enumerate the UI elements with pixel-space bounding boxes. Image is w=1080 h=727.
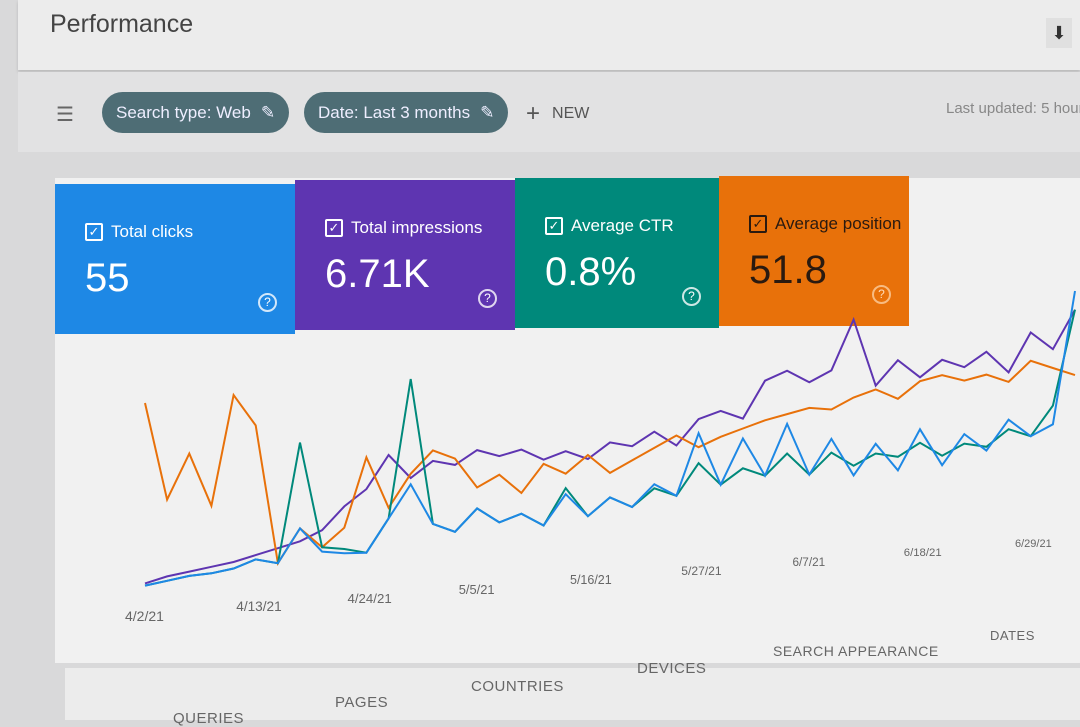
card-average-position[interactable]: ✓ Average position 51.8 ? [719, 176, 909, 326]
card-total-clicks[interactable]: ✓ Total clicks 55 ? [55, 184, 295, 334]
card-value: 0.8% [545, 250, 637, 294]
series-line-average-position [144, 359, 1076, 566]
search-type-chip[interactable]: Search type: Web ✎ [102, 92, 290, 133]
card-value: 51.8 [749, 248, 827, 292]
card-value: 6.71K [325, 252, 430, 296]
x-tick-label: 4/2/21 [125, 608, 164, 624]
performance-chart [144, 290, 1076, 587]
chip-label: Search type: Web [116, 103, 251, 122]
help-icon[interactable]: ? [682, 287, 701, 306]
x-tick-label: 5/27/21 [681, 564, 722, 579]
help-icon[interactable]: ? [258, 293, 277, 312]
performance-panel: ✓ Total clicks 55 ? ✓ Total impressions 6.… [55, 176, 1080, 663]
plus-icon: + [526, 100, 541, 127]
edit-icon: ✎ [260, 103, 276, 122]
new-filter-button[interactable]: + NEW [526, 100, 589, 128]
card-label: Average CTR [571, 216, 674, 235]
download-icon[interactable]: ⬇ [1046, 18, 1072, 48]
tab-pages[interactable]: PAGES [335, 694, 389, 711]
checkbox-icon[interactable]: ✓ [325, 219, 343, 237]
filter-bar: ☰ Search type: Web ✎ Date: Last 3 months ✎… [18, 72, 1080, 152]
filter-icon[interactable]: ☰ [56, 104, 74, 126]
tab-devices[interactable]: DEVICES [637, 660, 707, 677]
tab-countries[interactable]: COUNTRIES [471, 678, 564, 695]
page-title: Performance [50, 10, 194, 38]
card-total-impressions[interactable]: ✓ Total impressions 6.71K ? [295, 180, 515, 330]
series-line-total-clicks [144, 290, 1076, 587]
card-label: Average position [775, 214, 902, 233]
card-label: Total clicks [111, 222, 194, 241]
dimension-tabs: QUERIES PAGES COUNTRIES DEVICES SEARCH A… [65, 628, 1080, 727]
x-tick-label: 4/24/21 [347, 590, 392, 606]
tab-dates[interactable]: DATES [990, 628, 1035, 643]
chip-label: Date: Last 3 months [318, 103, 471, 122]
card-value: 55 [85, 256, 130, 300]
new-label: NEW [552, 105, 590, 123]
checkbox-icon[interactable]: ✓ [545, 217, 563, 235]
series-line-total-impressions [144, 309, 1076, 585]
x-tick-label: 5/16/21 [570, 573, 612, 587]
card-label: Total impressions [351, 218, 483, 237]
x-tick-label: 6/7/21 [792, 555, 826, 569]
tab-queries[interactable]: QUERIES [173, 710, 245, 727]
help-icon[interactable]: ? [872, 285, 891, 304]
series-line-average-ctr [144, 309, 1076, 587]
checkbox-icon[interactable]: ✓ [85, 223, 103, 241]
x-tick-label: 6/18/21 [903, 546, 942, 559]
card-average-ctr[interactable]: ✓ Average CTR 0.8% ? [515, 178, 719, 328]
date-chip[interactable]: Date: Last 3 months ✎ [304, 92, 509, 133]
edit-icon: ✎ [480, 103, 495, 122]
x-tick-label: 6/29/21 [1015, 538, 1052, 550]
x-tick-label: 5/5/21 [458, 581, 495, 597]
page-header: Performance ⬇ [18, 0, 1080, 70]
last-updated: Last updated: 5 hour [946, 100, 1080, 117]
x-tick-label: 4/13/21 [236, 599, 282, 615]
checkbox-icon[interactable]: ✓ [749, 215, 767, 233]
help-icon[interactable]: ? [478, 289, 497, 308]
tab-search-appearance[interactable]: SEARCH APPEARANCE [773, 643, 939, 659]
